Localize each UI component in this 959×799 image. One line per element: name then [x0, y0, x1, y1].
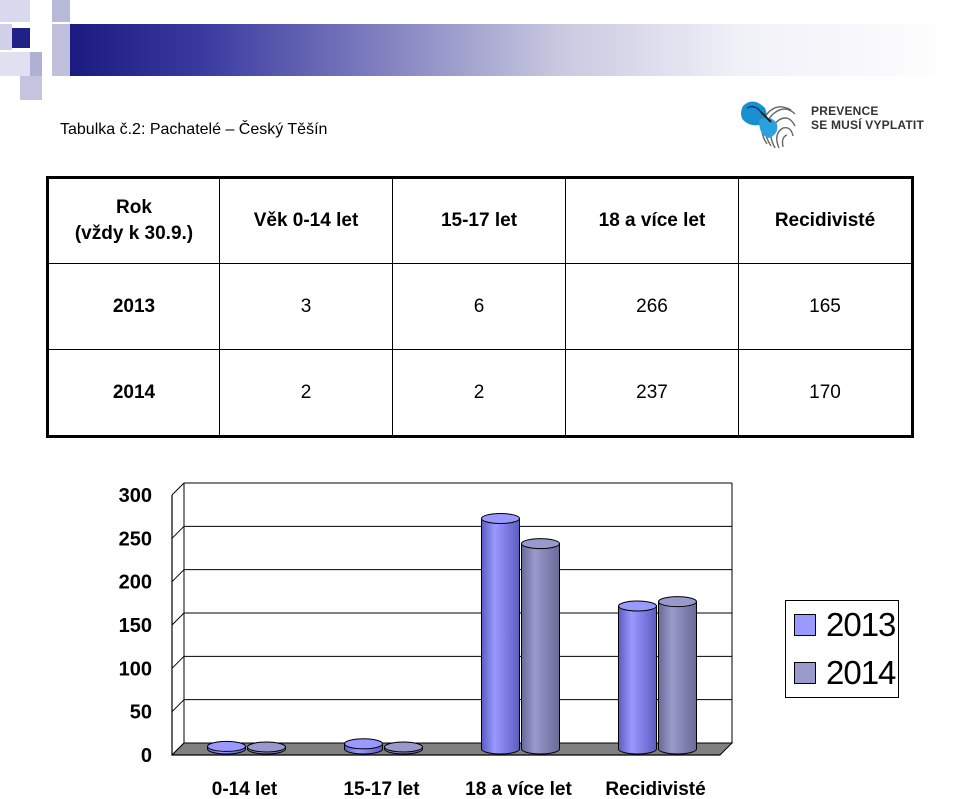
- decor-square: [0, 0, 30, 22]
- offenders-table: Rok (vždy k 30.9.) Věk 0-14 let 15-17 le…: [46, 176, 914, 438]
- decor-square: [20, 76, 42, 100]
- logo-text: PREVENCE SE MUSÍ VYPLATIT: [811, 104, 924, 132]
- logo-line-2: SE MUSÍ VYPLATIT: [811, 118, 924, 132]
- bar-top-2014-0: [247, 741, 286, 753]
- prevention-logo: PREVENCE SE MUSÍ VYPLATIT: [737, 92, 937, 154]
- y-tick-label: 100: [119, 658, 152, 680]
- x-category-label: 15-17 let: [343, 779, 420, 799]
- bar-2014-2: [521, 543, 560, 755]
- gridline-depth: [171, 569, 185, 583]
- decor-square: [30, 0, 52, 22]
- x-category-label: Recidivisté: [605, 779, 705, 799]
- legend-swatch-2014: [794, 662, 816, 684]
- y-tick-label: 200: [119, 572, 152, 594]
- decor-square: [52, 0, 70, 22]
- header-rok-line1: Rok: [116, 197, 152, 218]
- chart-legend: 2013 2014: [785, 600, 899, 698]
- bar-top-2013-1: [344, 738, 383, 750]
- bar-2013-2: [481, 517, 520, 755]
- bar-2013-3: [618, 605, 657, 755]
- logo-line-1: PREVENCE: [811, 104, 879, 118]
- table-row: 2014 2 2 237 170: [47, 349, 913, 437]
- legend-label-2014: 2014: [826, 654, 896, 691]
- gridline-depth: [171, 482, 185, 496]
- legend-swatch-2013: [794, 614, 816, 636]
- header-cell-age-0-14: Věk 0-14 let: [219, 177, 393, 264]
- x-category-label: 18 a více let: [465, 779, 572, 799]
- butterfly-fingerprint-icon: [741, 101, 796, 149]
- legend-label-2013: 2013: [826, 606, 896, 643]
- table-header-row: Rok (vždy k 30.9.) Věk 0-14 let 15-17 le…: [47, 177, 913, 264]
- decor-square: [30, 52, 42, 76]
- bar-top-2014-1: [384, 741, 423, 753]
- gridline-depth: [171, 699, 185, 713]
- y-tick-label: 0: [141, 745, 152, 767]
- table-cell: 266: [565, 263, 739, 350]
- decor-square: [52, 24, 70, 76]
- gridline-depth: [171, 612, 185, 626]
- table-cell: 170: [738, 349, 913, 437]
- y-tick-label: 250: [119, 528, 152, 550]
- table-cell: 237: [565, 349, 739, 437]
- page-title: Tabulka č.2: Pachatelé – Český Těšín: [60, 121, 328, 138]
- decor-square: [30, 24, 52, 50]
- bar-top-2013-0: [207, 740, 246, 752]
- header-cell-year: Rok (vždy k 30.9.): [47, 177, 220, 264]
- table-cell: 3: [219, 263, 393, 350]
- bar-2014-3: [658, 601, 697, 755]
- y-tick-label: 50: [130, 702, 152, 724]
- bar-top-2014-3: [658, 596, 697, 608]
- table-cell: 6: [392, 263, 566, 350]
- decor-square: [0, 52, 30, 76]
- gridline-depth: [171, 655, 185, 669]
- table-row: 2013 3 6 266 165: [47, 263, 913, 350]
- bar-top-2014-2: [521, 538, 560, 550]
- decor-square: [0, 24, 12, 50]
- bar-top-2013-3: [618, 600, 657, 612]
- header-rok-line2: (vždy k 30.9.): [74, 223, 194, 244]
- row-year: 2014: [47, 349, 220, 437]
- header-cell-age-15-17: 15-17 let: [392, 177, 566, 264]
- header-cell-age-18-plus: 18 a více let: [565, 177, 739, 264]
- y-tick-label: 150: [119, 615, 152, 637]
- table-cell: 2: [392, 349, 566, 437]
- bar-top-2013-2: [481, 512, 520, 524]
- decor-square: [12, 28, 30, 48]
- table-cell: 165: [738, 263, 913, 350]
- x-category-label: 0-14 let: [212, 779, 278, 799]
- gridline-depth: [171, 525, 185, 539]
- y-tick-label: 300: [119, 485, 152, 507]
- header-gradient-bar: [70, 24, 959, 76]
